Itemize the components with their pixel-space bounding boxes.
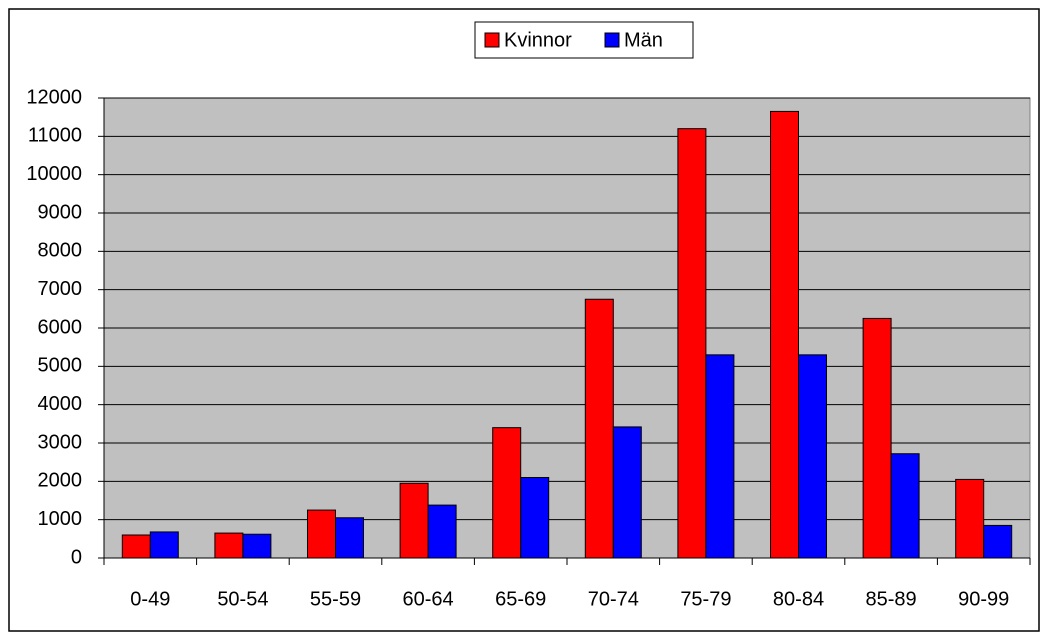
y-tick-label: 12000: [26, 86, 82, 108]
y-tick-label: 2000: [38, 470, 83, 492]
y-tick-label: 4000: [38, 393, 83, 415]
bar: [427, 504, 457, 559]
bar: [798, 354, 827, 559]
x-tick-label: 60-64: [403, 588, 454, 610]
y-tick-label: 9000: [38, 201, 83, 223]
y-tick-label: 11000: [28, 125, 82, 147]
x-tick-label: 55-59: [310, 588, 361, 610]
bar: [335, 517, 364, 559]
x-tick-label: 75-79: [680, 588, 731, 610]
bar: [862, 317, 892, 559]
y-tick-label: 5000: [38, 355, 83, 377]
x-tick-label: 70-74: [588, 588, 639, 610]
y-tick-label: 8000: [38, 240, 83, 262]
legend-box: [474, 21, 694, 59]
bar: [242, 533, 272, 559]
legend-swatch: [604, 32, 620, 48]
x-tick-label: 65-69: [495, 588, 546, 610]
bar: [584, 298, 614, 559]
bar: [399, 482, 429, 559]
bar: [705, 354, 735, 559]
y-tick-label: 0: [71, 546, 82, 568]
legend-swatch: [484, 32, 500, 48]
x-tick-label: 90-99: [958, 588, 1009, 610]
y-tick-label: 3000: [38, 431, 83, 453]
bar: [983, 524, 1013, 559]
legend-label: Män: [624, 29, 663, 51]
x-tick-label: 80-84: [773, 588, 824, 610]
bar: [121, 534, 151, 559]
legend-label: Kvinnor: [504, 29, 572, 51]
bar: [214, 532, 244, 559]
y-tick-label: 7000: [38, 278, 83, 300]
y-tick-label: 6000: [38, 316, 83, 338]
bar: [612, 426, 642, 559]
bar: [520, 477, 550, 559]
x-tick-label: 50-54: [217, 588, 268, 610]
bar: [307, 509, 336, 559]
x-tick-label: 0-49: [130, 588, 170, 610]
bar: [770, 110, 799, 559]
x-tick-label: 85-89: [866, 588, 917, 610]
y-tick-label: 1000: [38, 508, 83, 530]
bar: [677, 128, 707, 559]
y-tick-label: 10000: [26, 163, 82, 185]
bar: [492, 427, 522, 559]
bar: [890, 453, 920, 559]
bar: [955, 478, 985, 559]
bar: [149, 531, 179, 559]
